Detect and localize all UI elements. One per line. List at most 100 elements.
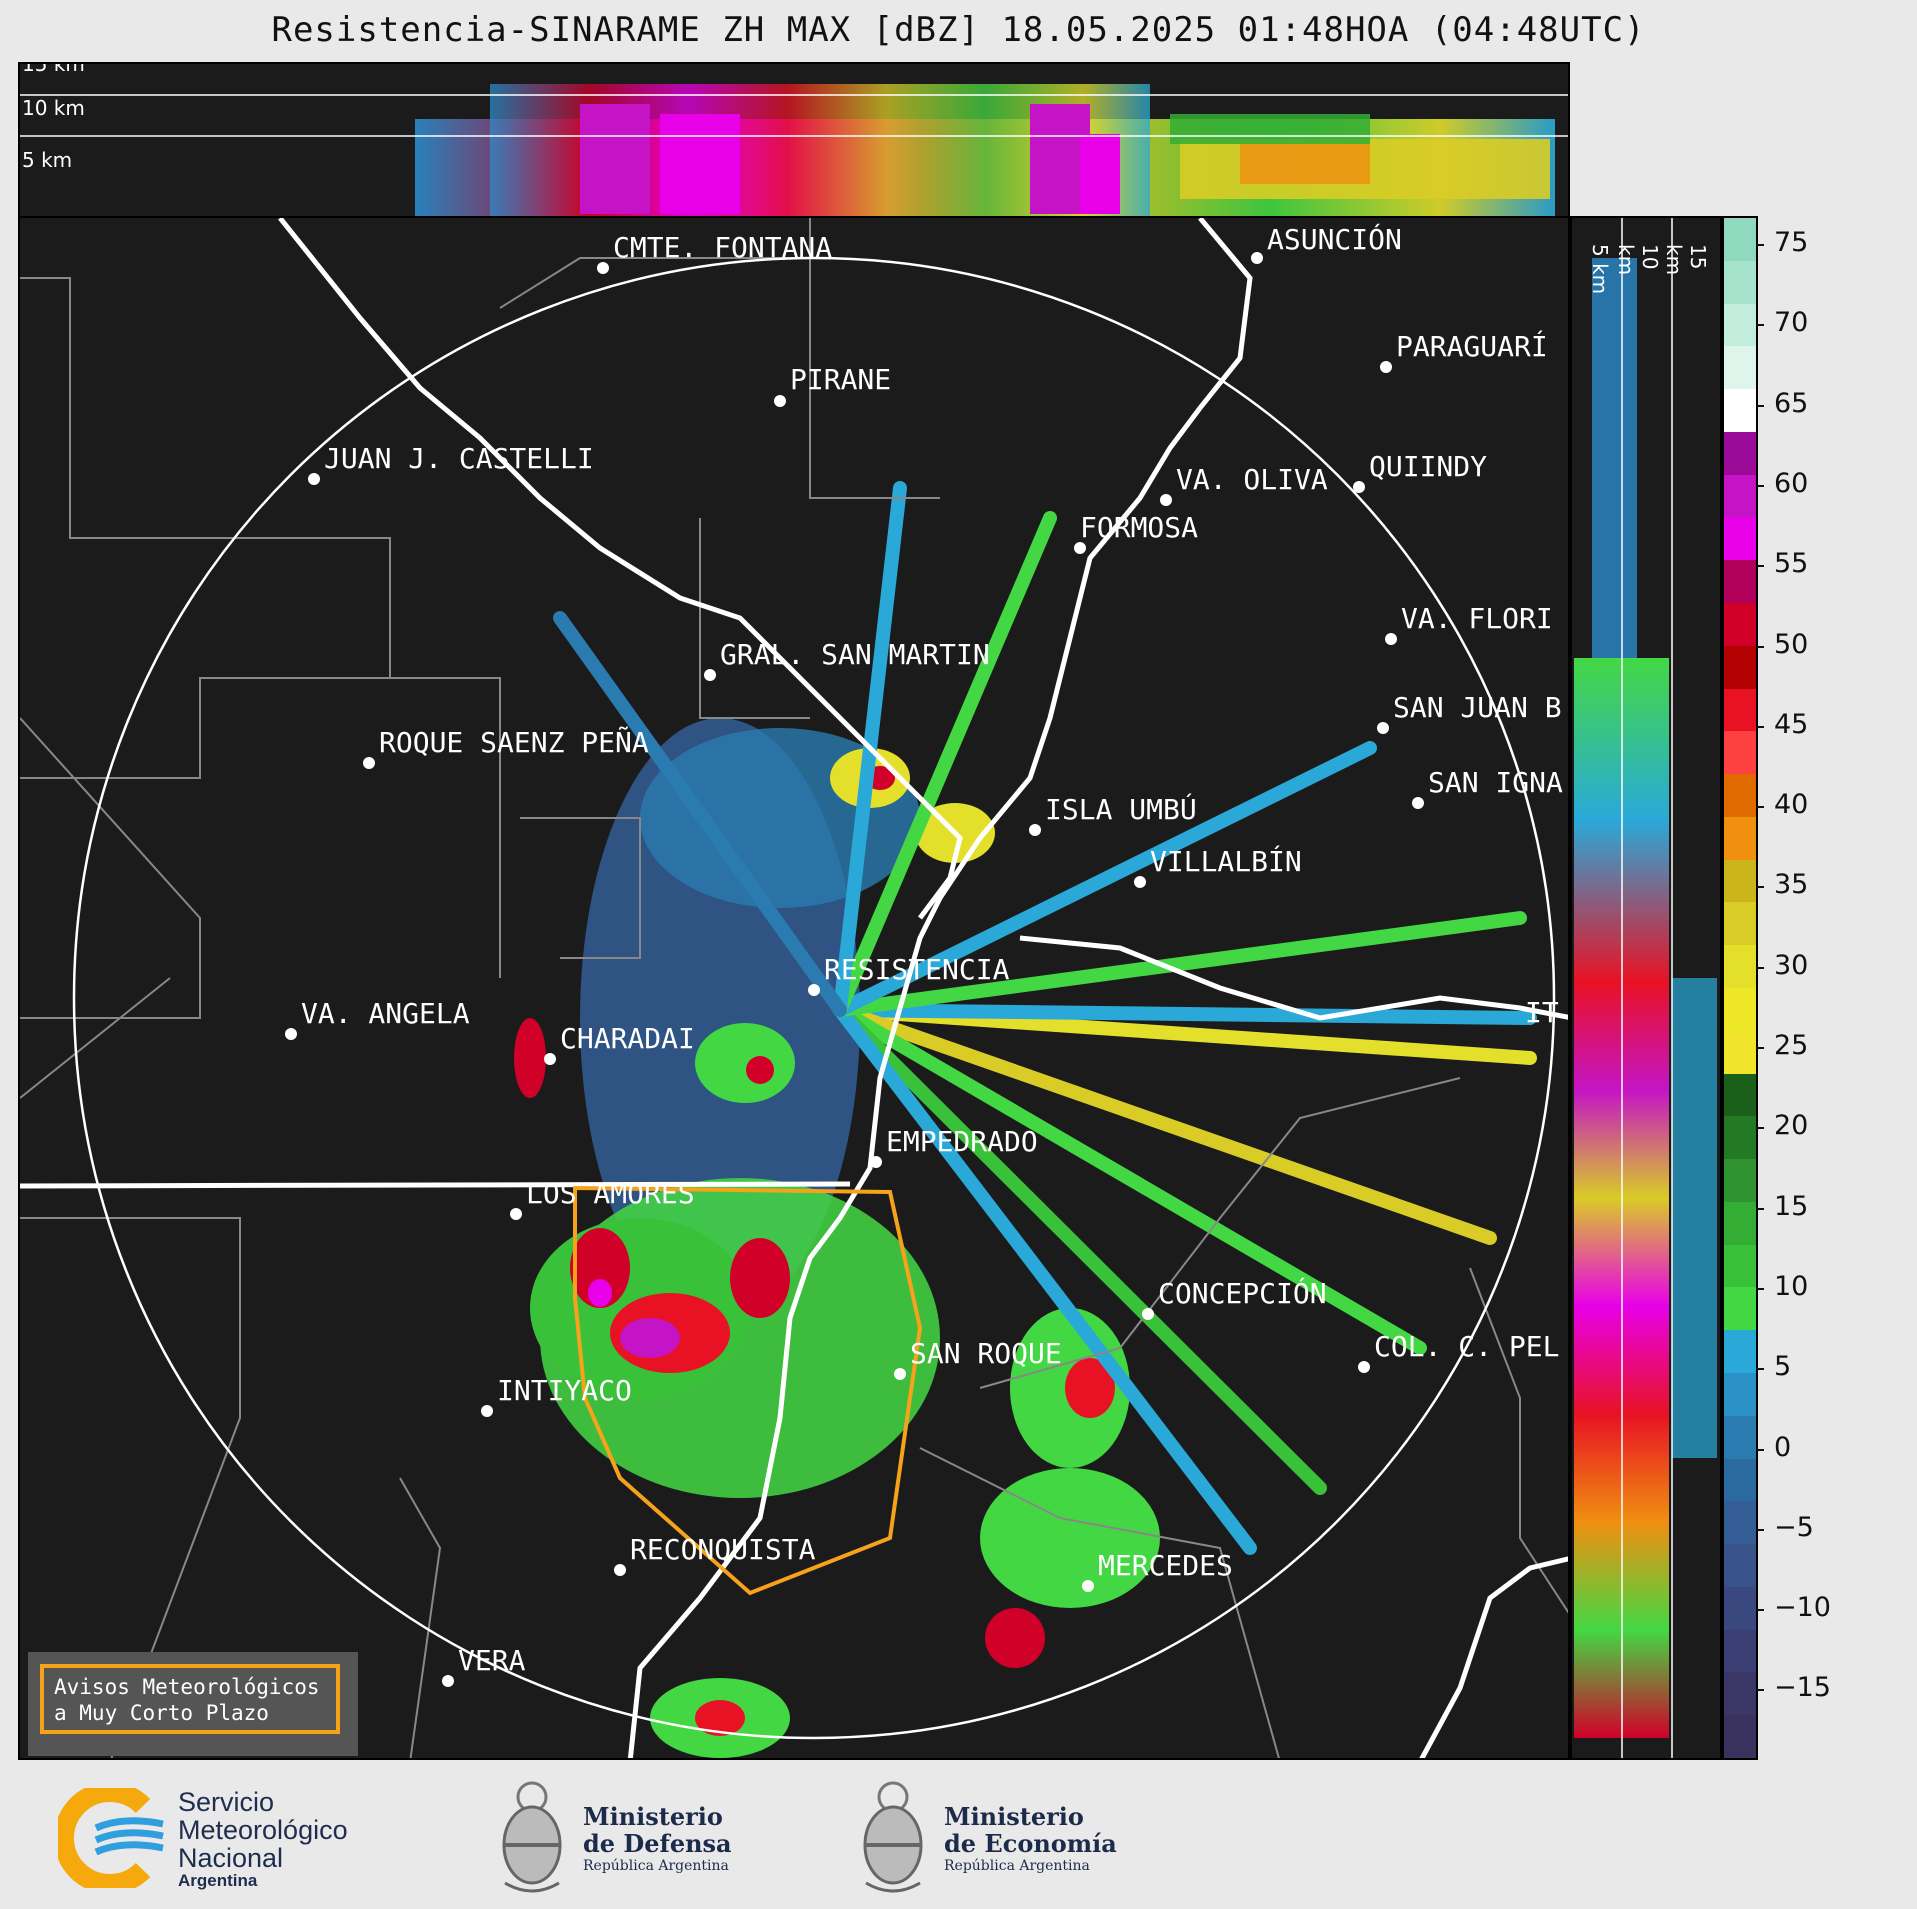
colorbar-segment <box>1724 1629 1756 1673</box>
colorbar-segment <box>1724 1715 1756 1759</box>
city-asuncion: ASUNCIÓN <box>1251 222 1402 264</box>
city-concepcion: CONCEPCIÓN <box>1142 1276 1327 1320</box>
city-gral-san-martin: GRAL. SAN MARTIN <box>704 638 990 681</box>
colorbar-segment <box>1724 346 1756 390</box>
reflectivity-colorbar <box>1722 216 1758 1760</box>
page-title: Resistencia-SINARAME ZH MAX [dBZ] 18.05.… <box>271 10 1646 50</box>
svg-text:VILLALBÍN: VILLALBÍN <box>1150 844 1302 878</box>
svg-text:EMPEDRADO: EMPEDRADO <box>886 1125 1038 1158</box>
rivers-borders <box>20 218 1568 1758</box>
colorbar-segment <box>1724 218 1756 262</box>
colorbar-segment <box>1724 603 1756 647</box>
city-resistencia: RESISTENCIA <box>808 953 1010 996</box>
city-intiyaco: INTIYACO <box>481 1374 632 1417</box>
side-cross-section-echoes <box>1574 218 1717 1758</box>
city-va-angela: VA. ANGELA <box>285 997 470 1040</box>
smn-line-3: Nacional <box>178 1843 284 1873</box>
city-san-igna: SAN IGNA <box>1412 766 1563 809</box>
city-va-oliva: VA. OLIVA <box>1160 463 1328 506</box>
defensa-line-1: Ministerio <box>583 1802 723 1831</box>
city-it: IT <box>1525 996 1559 1029</box>
colorbar-segment <box>1724 859 1756 903</box>
svg-text:VERA: VERA <box>458 1644 526 1677</box>
svg-text:PARAGUARÍ: PARAGUARÍ <box>1396 329 1548 363</box>
city-paraguari: PARAGUARÍ <box>1380 329 1548 373</box>
colorbar-segment <box>1724 1030 1756 1075</box>
colorbar-segment <box>1724 431 1756 476</box>
colorbar-segment <box>1724 1159 1756 1203</box>
city-los-amores: LOS AMORES <box>510 1177 695 1220</box>
top-cross-section-echoes <box>20 84 1568 216</box>
defensa-line-3: República Argentina <box>583 1858 729 1874</box>
colorbar-segment <box>1724 945 1756 989</box>
colorbar-segment <box>1724 260 1756 305</box>
svg-text:SAN IGNA: SAN IGNA <box>1428 766 1563 799</box>
svg-text:INTIYACO: INTIYACO <box>497 1374 632 1407</box>
economia-line-1: Ministerio <box>944 1802 1084 1831</box>
city-villalbin: VILLALBÍN <box>1134 844 1302 888</box>
colorbar-segment <box>1724 303 1756 347</box>
svg-text:VA. OLIVA: VA. OLIVA <box>1176 463 1328 496</box>
city-quiindy: QUIINDY <box>1353 450 1487 493</box>
economia-line-3: República Argentina <box>944 1858 1090 1874</box>
colorbar-segment <box>1724 1201 1756 1246</box>
svg-text:VA. FLORI: VA. FLORI <box>1401 602 1553 635</box>
city-mercedes: MERCEDES <box>1082 1549 1233 1592</box>
city-pirane: PIRANE <box>774 363 891 407</box>
colorbar-segment <box>1724 474 1756 518</box>
range-ring <box>72 256 1556 1740</box>
coat-of-arms-icon <box>863 1781 923 1893</box>
colorbar-segment <box>1724 560 1756 604</box>
colorbar-segment <box>1724 988 1756 1032</box>
radar-beam-artifacts <box>553 481 1537 1555</box>
top-km-label-10: 10 km <box>22 96 85 120</box>
colorbar-segment <box>1724 1244 1756 1288</box>
colorbar-segment <box>1724 774 1756 818</box>
defensa-logo: Ministerio de Defensa República Argentin… <box>495 1775 755 1899</box>
colorbar-segment <box>1724 1373 1756 1417</box>
aviso-label: Avisos Meteorológicos a Muy Corto Plazo <box>40 1664 340 1734</box>
svg-text:IT: IT <box>1525 996 1559 1029</box>
city-san-juan-b: SAN JUAN B <box>1377 691 1562 734</box>
svg-text:PIRANE: PIRANE <box>790 363 891 396</box>
side-cross-section-panel: 5 km 10 km 15 km <box>1570 216 1722 1760</box>
colorbar-segment <box>1724 688 1756 732</box>
top-cross-section-panel: 15 km 10 km 5 km <box>18 62 1570 218</box>
city-empedrado: EMPEDRADO <box>870 1125 1038 1168</box>
city-roque-saenz-pena: ROQUE SAENZ PEÑA <box>363 725 649 769</box>
city-reconquista: RECONQUISTA <box>614 1533 816 1576</box>
colorbar-segment <box>1724 389 1756 433</box>
svg-text:SAN JUAN B: SAN JUAN B <box>1393 691 1562 724</box>
side-km-label-10: 10 km <box>1614 244 1662 276</box>
city-cmte-fontana: CMTE. FONTANA <box>597 231 832 274</box>
aviso-line-1: Avisos Meteorológicos <box>54 1675 320 1699</box>
smn-line-2: Meteorológico <box>178 1815 348 1845</box>
colorbar-segment <box>1724 1330 1756 1374</box>
colorbar-segment <box>1724 1116 1756 1160</box>
svg-text:ASUNCIÓN: ASUNCIÓN <box>1267 222 1402 256</box>
radar-map: CMTE. FONTANA ASUNCIÓN PARAGUARÍ PIRANE … <box>18 216 1570 1760</box>
side-km-label-5: 5 km <box>1588 244 1612 295</box>
svg-text:ISLA UMBÚ: ISLA UMBÚ <box>1045 792 1197 826</box>
city-charadai: CHARADAI <box>544 1022 695 1065</box>
aviso-line-2: a Muy Corto Plazo <box>54 1701 269 1725</box>
city-col-c-pel: COL. C. PEL <box>1358 1330 1559 1373</box>
city-juan-j-castelli: JUAN J. CASTELLI <box>308 442 594 485</box>
top-km-label-15: 15 km <box>22 62 85 76</box>
smn-line-1: Servicio <box>178 1787 275 1817</box>
coat-of-arms-icon <box>502 1781 562 1893</box>
admin-boundaries <box>20 218 1568 1758</box>
aviso-box: Avisos Meteorológicos a Muy Corto Plazo <box>28 1652 358 1756</box>
svg-text:MERCEDES: MERCEDES <box>1098 1549 1233 1582</box>
svg-text:CONCEPCIÓN: CONCEPCIÓN <box>1158 1276 1327 1310</box>
colorbar-segment <box>1724 816 1756 861</box>
svg-text:JUAN J. CASTELLI: JUAN J. CASTELLI <box>324 442 594 475</box>
svg-text:ROQUE SAENZ PEÑA: ROQUE SAENZ PEÑA <box>379 725 649 759</box>
smn-logo: Servicio Meteorológico Nacional Argentin… <box>58 1787 388 1890</box>
top-km-label-5: 5 km <box>22 148 73 172</box>
city-isla-umbu: ISLA UMBÚ <box>1029 792 1197 836</box>
colorbar-segment <box>1724 731 1756 775</box>
city-markers: CMTE. FONTANA ASUNCIÓN PARAGUARÍ PIRANE … <box>285 222 1563 1687</box>
colorbar-segment <box>1724 1544 1756 1588</box>
side-km-label-15: 15 km <box>1662 244 1710 276</box>
